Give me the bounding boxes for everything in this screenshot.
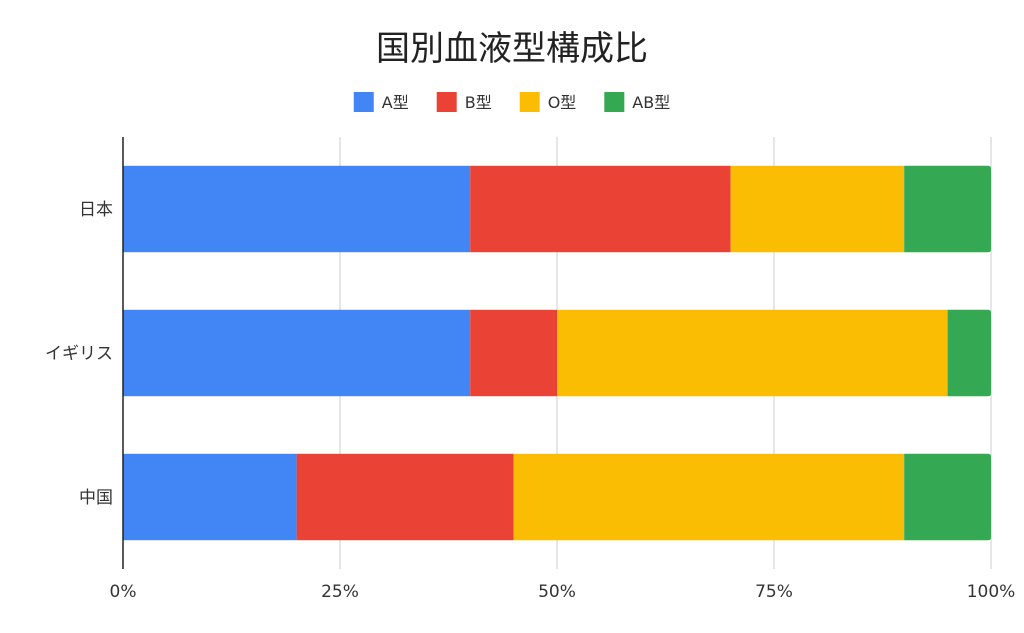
legend-label: O型 (548, 93, 577, 112)
bar-segment[interactable] (123, 309, 471, 397)
bar-segment[interactable] (123, 165, 471, 253)
bar-segment[interactable] (730, 165, 905, 253)
bar-segment[interactable] (470, 165, 731, 253)
bar-segment[interactable] (470, 309, 557, 397)
x-tick-label: 75% (755, 582, 793, 602)
category-label: 中国 (79, 488, 113, 508)
x-tick-label: 0% (110, 582, 137, 602)
bar-segment[interactable] (904, 165, 991, 253)
x-tick-label: 50% (538, 582, 576, 602)
bar-segment[interactable] (296, 453, 514, 541)
legend-label: A型 (382, 93, 409, 112)
bar-segment[interactable] (513, 453, 905, 541)
x-tick-label: 100% (967, 582, 1016, 602)
chart-title: 国別血液型構成比 (376, 29, 648, 69)
x-tick-labels: 0% 25% 50% 75% 100% (110, 582, 1016, 602)
x-tick-label: 25% (321, 582, 359, 602)
legend: A型 B型 O型 AB型 (353, 92, 670, 112)
legend-swatch (353, 92, 374, 112)
legend-item: O型 (519, 92, 577, 112)
bar-segment[interactable] (947, 309, 991, 397)
legend-item: AB型 (604, 92, 670, 112)
bars (123, 165, 991, 541)
legend-swatch (604, 92, 625, 112)
legend-label: B型 (465, 93, 492, 112)
category-label: イギリス (45, 344, 113, 364)
legend-item: A型 (353, 92, 409, 112)
legend-swatch (436, 92, 457, 112)
legend-swatch (519, 92, 540, 112)
bar-segment[interactable] (557, 309, 948, 397)
bar-segment[interactable] (123, 453, 297, 541)
legend-label: AB型 (632, 93, 670, 112)
category-label: 日本 (79, 200, 113, 220)
bar-segment[interactable] (904, 453, 991, 541)
legend-item: B型 (436, 92, 492, 112)
